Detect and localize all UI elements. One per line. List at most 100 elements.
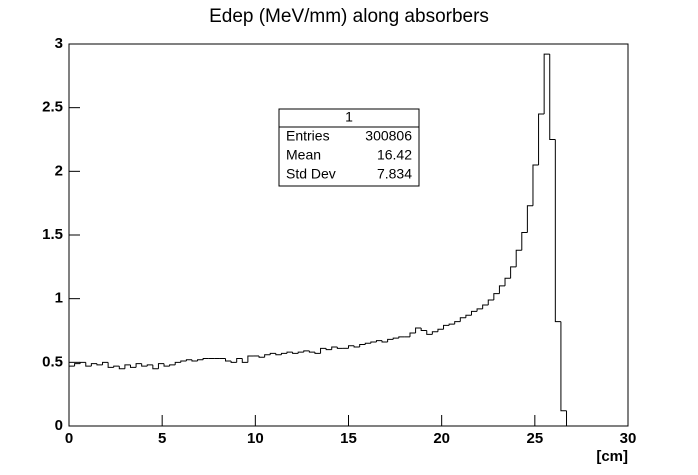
y-tick-label: 2.5 xyxy=(42,99,63,116)
histogram-bin xyxy=(437,328,444,332)
histogram-bin xyxy=(392,337,399,340)
histogram-bin xyxy=(297,351,304,354)
x-tick-label: 10 xyxy=(247,430,264,447)
histogram-bin xyxy=(487,299,494,306)
histogram-bin xyxy=(521,231,528,251)
histogram-bin xyxy=(353,345,360,348)
histogram-bin xyxy=(543,53,550,115)
histogram-bin xyxy=(286,351,293,354)
histogram-bin xyxy=(348,345,355,349)
x-tick-label: 25 xyxy=(526,430,543,447)
histogram-bin xyxy=(426,330,433,335)
histogram-bin xyxy=(152,364,159,370)
histogram-bin xyxy=(280,352,288,355)
histogram-bin xyxy=(459,317,466,322)
histogram-bin xyxy=(96,363,103,366)
histogram-bin xyxy=(510,266,517,279)
histogram-bin xyxy=(129,364,137,368)
histogram-bin xyxy=(202,358,209,360)
histogram-bin xyxy=(443,324,450,330)
histogram-bin xyxy=(185,359,192,362)
histogram-bin xyxy=(526,205,533,233)
histogram-bin xyxy=(387,338,394,342)
histogram-bin xyxy=(90,363,97,367)
histogram-bin xyxy=(241,358,248,363)
histogram-bin xyxy=(79,361,86,364)
histogram-bin xyxy=(68,365,75,426)
histogram-bin xyxy=(336,347,343,349)
histogram-bin xyxy=(191,359,198,362)
y-tick-label: 1.5 xyxy=(42,226,63,243)
histogram-bin xyxy=(113,365,120,368)
histogram-bin xyxy=(157,363,165,369)
histogram-bin xyxy=(163,363,170,367)
histogram-bin xyxy=(549,54,556,140)
histogram-bin xyxy=(381,340,388,343)
stats-value: 7.834 xyxy=(377,166,412,182)
histogram-bin xyxy=(225,358,232,362)
y-tick-label: 2 xyxy=(55,162,63,179)
stats-box: 1 Entries 300806 Mean 16.42 Std Dev 7.83… xyxy=(278,108,420,187)
stats-value: 16.42 xyxy=(377,147,412,163)
stats-label: Entries xyxy=(286,128,330,144)
y-tick-label: 0 xyxy=(55,417,63,434)
histogram-bin xyxy=(554,139,561,323)
histogram-bin xyxy=(146,364,153,367)
stats-label: Std Dev xyxy=(286,166,336,182)
histogram-bin xyxy=(331,346,338,350)
histogram-bin xyxy=(180,360,187,363)
histogram-bin xyxy=(236,358,243,363)
y-tick-label: 3 xyxy=(55,35,63,52)
histogram-bin xyxy=(566,410,573,427)
histogram-bin xyxy=(135,363,142,368)
histogram-bin xyxy=(303,350,310,353)
stats-title: 1 xyxy=(345,109,353,125)
histogram-bin xyxy=(230,361,237,363)
histogram-bin xyxy=(169,364,176,367)
histogram-bin xyxy=(431,331,438,335)
histogram-bin xyxy=(470,310,478,316)
histogram-bin xyxy=(448,323,455,326)
x-tick-label: 30 xyxy=(620,430,637,447)
histogram-bin xyxy=(102,361,109,365)
histogram-bin xyxy=(258,355,265,358)
histogram-bin xyxy=(74,363,81,367)
histogram-bin xyxy=(532,164,539,206)
histogram-bin xyxy=(107,362,114,368)
x-tick-label: 20 xyxy=(433,430,450,447)
histogram-bin xyxy=(308,350,315,353)
histogram-bin xyxy=(264,354,271,358)
histogram-bin xyxy=(476,308,483,312)
histogram-bin xyxy=(538,113,545,165)
histogram-bin xyxy=(465,314,472,318)
histogram-bin xyxy=(314,352,321,354)
chart-title: Edep (MeV/mm) along absorbers xyxy=(209,6,489,27)
histogram-bin xyxy=(85,362,92,367)
y-tick-label: 1 xyxy=(55,290,63,307)
histogram-bin xyxy=(454,321,461,325)
histogram-bin xyxy=(141,363,148,367)
histogram-bin xyxy=(398,336,405,339)
stats-value: 300806 xyxy=(365,128,412,144)
histogram-bin xyxy=(504,277,511,286)
histogram-bin xyxy=(493,293,500,300)
histogram-bin xyxy=(364,342,371,345)
histogram-bin xyxy=(498,285,506,294)
histogram-bin xyxy=(415,327,422,334)
histogram-bin xyxy=(320,347,327,354)
x-tick-label: 5 xyxy=(158,430,166,447)
histogram-bin xyxy=(560,321,567,412)
x-tick-label: 0 xyxy=(65,430,73,447)
histogram-bin xyxy=(124,364,131,369)
histogram-bin xyxy=(247,355,254,363)
histogram-bin xyxy=(375,340,383,342)
histogram-bin xyxy=(118,366,125,370)
histogram-bin xyxy=(275,353,282,356)
stats-label: Mean xyxy=(286,147,321,163)
histogram-bin xyxy=(370,341,377,344)
histogram-bin xyxy=(325,348,332,351)
histogram-bin xyxy=(409,332,416,337)
histogram-bin xyxy=(197,359,204,362)
